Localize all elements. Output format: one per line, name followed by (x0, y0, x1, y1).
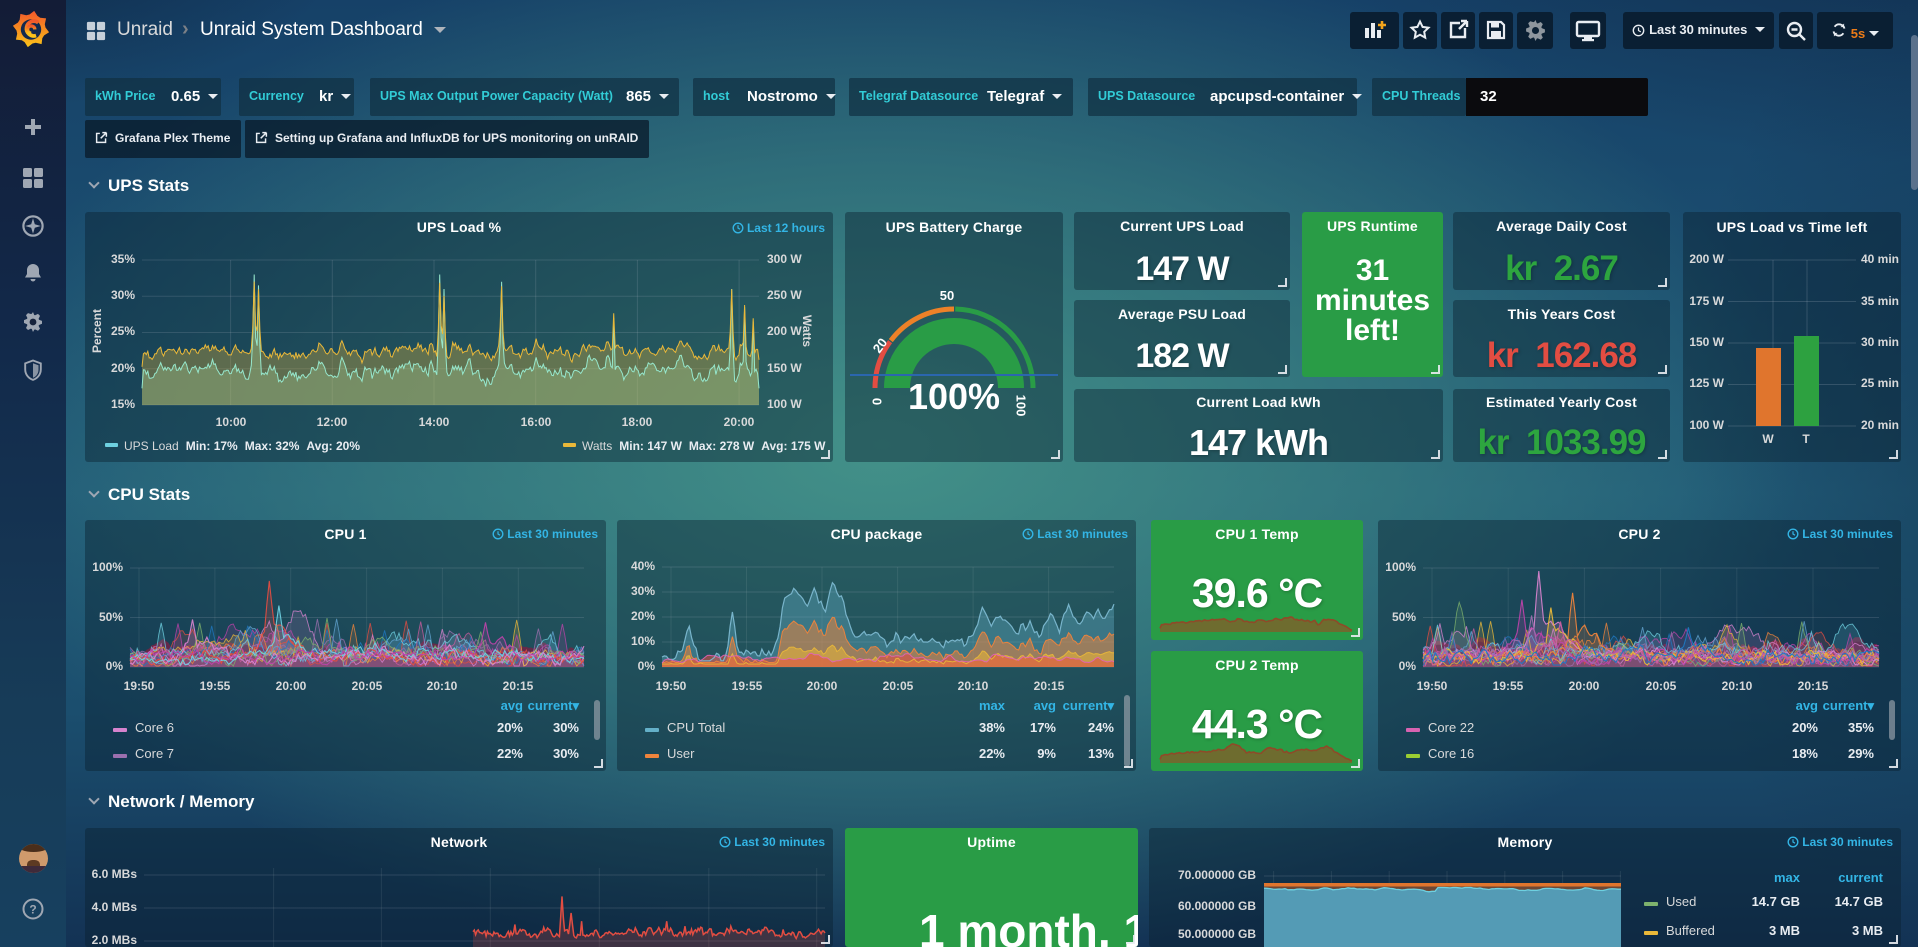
svg-text:?: ? (29, 903, 36, 917)
